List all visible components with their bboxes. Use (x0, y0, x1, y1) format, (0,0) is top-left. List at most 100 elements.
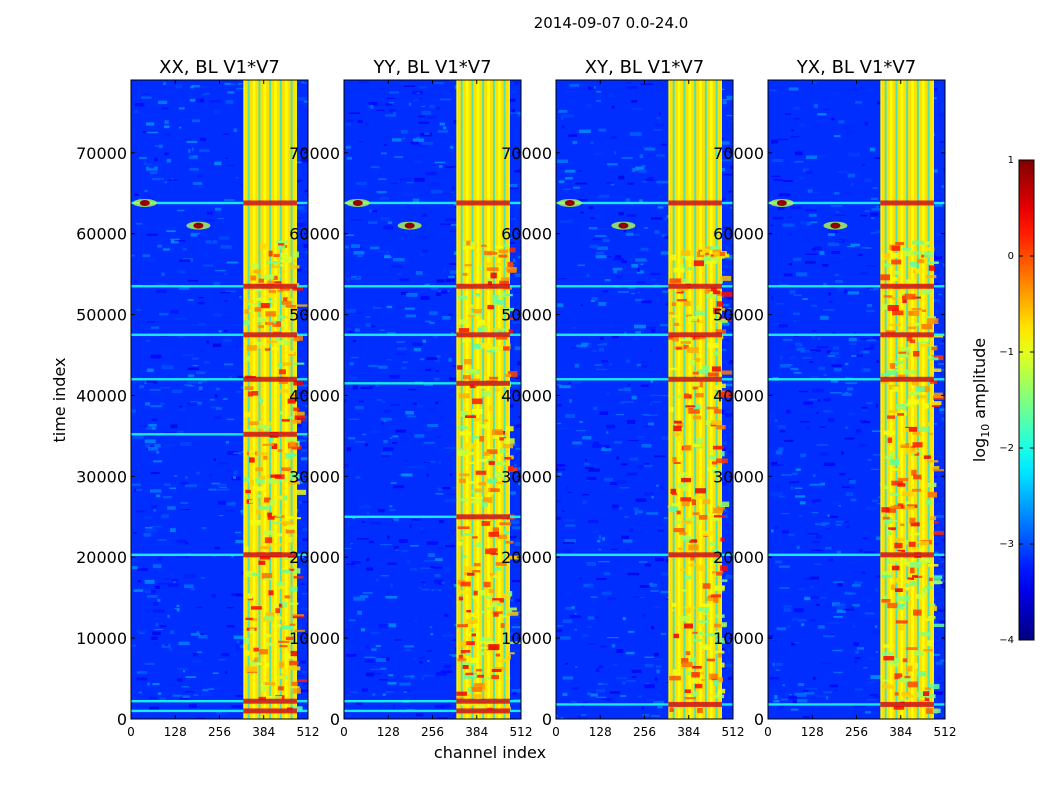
rfi-line (556, 378, 733, 381)
colorbar-gradient (1018, 159, 1035, 641)
x-tick-label: 512 (934, 725, 957, 739)
rfi-line (131, 700, 308, 703)
panels: XX, BL V1*V7 0 128 256 384 512 0 10000 20000 3000… (50, 57, 956, 762)
y-tick-label: 10000 (76, 629, 127, 648)
heatmap-cells (556, 80, 733, 719)
y-tick-label: 10000 (501, 629, 552, 648)
y-tick-label: 70000 (501, 144, 552, 163)
panel-title: XY, BL V1*V7 (585, 57, 704, 78)
x-tick-label: 128 (164, 725, 187, 739)
rfi-line-band (668, 701, 722, 707)
rfi-line (768, 285, 945, 288)
rfi-line (131, 433, 308, 436)
x-tick-label: 0 (127, 725, 135, 739)
heatmap-panel: XX, BL V1*V7 0 128 256 384 512 0 10000 20000 3000… (50, 57, 546, 762)
rfi-line (344, 700, 521, 703)
heatmap-cells (768, 80, 945, 719)
x-tick-label: 512 (297, 725, 320, 739)
rfi-line-band (880, 701, 934, 707)
burst-event (618, 222, 629, 229)
y-tick-label: 20000 (501, 548, 552, 567)
burst-event (193, 222, 204, 229)
rfi-line (556, 333, 733, 336)
panel-title: YX, BL V1*V7 (796, 57, 916, 78)
rfi-line-band (243, 376, 297, 382)
burst-event (139, 199, 150, 206)
x-tick-label: 384 (677, 725, 700, 739)
y-axis-label: time index (50, 357, 69, 442)
burst-event (564, 199, 575, 206)
colorbar-tick-label: −4 (999, 635, 1014, 646)
colorbar-label: log10 amplitude (970, 338, 992, 462)
rfi-line-band (243, 552, 297, 558)
y-tick-label: 50000 (76, 306, 127, 325)
rfi-line-band (456, 698, 510, 704)
rfi-line-band (668, 283, 722, 289)
rfi-line (344, 515, 521, 518)
burst-event (352, 199, 363, 206)
rfi-line-band (456, 514, 510, 520)
rfi-line (768, 703, 945, 706)
x-tick-label: 512 (510, 725, 533, 739)
rfi-line-band (880, 552, 934, 558)
y-tick-label: 30000 (713, 467, 764, 486)
y-tick-label: 20000 (289, 548, 340, 567)
rfi-line-band (243, 200, 297, 206)
y-tick-label: 30000 (501, 467, 552, 486)
rfi-line-band (243, 708, 297, 714)
rfi-line (131, 201, 308, 205)
y-tick-label: 0 (754, 710, 764, 729)
heatmap-panel: YX, BL V1*V7 0 128 256 384 512 0 10000 20000 3000… (713, 57, 956, 739)
y-tick-label: 50000 (713, 306, 764, 325)
x-axis-label: channel index (434, 743, 546, 762)
y-tick-label: 0 (542, 710, 552, 729)
rfi-line (344, 285, 521, 288)
rfi-line-band (456, 283, 510, 289)
rfi-line (768, 553, 945, 557)
rfi-line-band (243, 283, 297, 289)
y-tick-label: 40000 (501, 386, 552, 405)
rfi-line (344, 709, 521, 713)
y-tick-label: 0 (117, 710, 127, 729)
rfi-line (768, 201, 945, 205)
rfi-line (131, 285, 308, 288)
y-tick-label: 50000 (501, 306, 552, 325)
rfi-line (344, 333, 521, 336)
y-tick-label: 30000 (289, 467, 340, 486)
x-tick-label: 256 (421, 725, 444, 739)
x-tick-label: 128 (801, 725, 824, 739)
y-tick-label: 40000 (289, 386, 340, 405)
heatmap-cells (131, 80, 308, 719)
rfi-line (556, 553, 733, 557)
burst-event (404, 222, 415, 229)
y-tick-label: 20000 (713, 548, 764, 567)
x-tick-label: 0 (340, 725, 348, 739)
y-tick-label: 60000 (76, 225, 127, 244)
burst-event (830, 222, 841, 229)
x-tick-label: 128 (377, 725, 400, 739)
y-tick-label: 60000 (289, 225, 340, 244)
colorbar-tick-label: 0 (1008, 251, 1014, 262)
rfi-line (131, 378, 308, 381)
y-tick-label: 30000 (76, 467, 127, 486)
y-tick-label: 0 (330, 710, 340, 729)
panel-title: XX, BL V1*V7 (159, 57, 280, 78)
rfi-line-band (668, 552, 722, 558)
y-tick-label: 70000 (289, 144, 340, 163)
x-tick-label: 0 (552, 725, 560, 739)
rfi-line-band (668, 332, 722, 338)
y-tick-label: 70000 (76, 144, 127, 163)
rfi-line-band (668, 200, 722, 206)
rfi-line (556, 201, 733, 205)
heatmap-cells (344, 80, 521, 719)
colorbar-tick-label: −3 (999, 539, 1014, 550)
heatmap-panel: YY, BL V1*V7 0 128 256 384 512 0 10000 20000 3000… (289, 57, 532, 739)
x-tick-label: 0 (764, 725, 772, 739)
rfi-line-band (243, 431, 297, 437)
burst-event (776, 199, 787, 206)
rfi-line-band (456, 332, 510, 338)
x-tick-label: 384 (252, 725, 275, 739)
rfi-line-band (668, 376, 722, 382)
rfi-line-band (880, 376, 934, 382)
